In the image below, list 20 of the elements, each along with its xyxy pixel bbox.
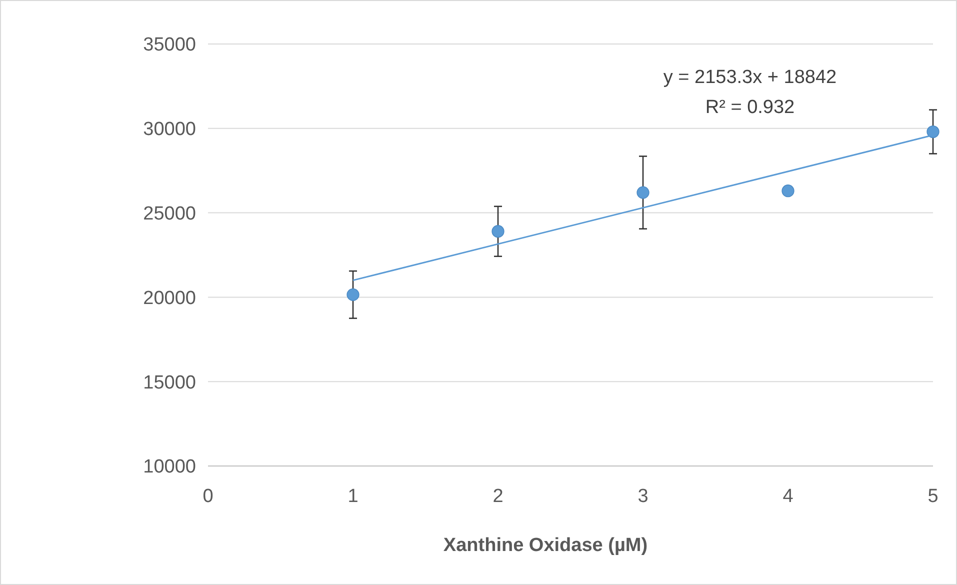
y-tick-label: 20000 bbox=[143, 288, 196, 309]
y-tick-label: 35000 bbox=[143, 34, 196, 56]
point bbox=[492, 225, 504, 238]
point bbox=[782, 184, 794, 198]
x-tick-label: 4 bbox=[782, 486, 794, 507]
y-tick-label: 10000 bbox=[143, 456, 196, 478]
point bbox=[636, 186, 650, 199]
y-tick-label: 25000 bbox=[143, 203, 196, 224]
annotation: y = 2153.3x + 18842 bbox=[663, 67, 837, 88]
annotation: R² = 0.932 bbox=[705, 97, 795, 118]
x-tick-label: 0 bbox=[202, 486, 214, 507]
x-tick-label: 5 bbox=[928, 486, 938, 507]
point bbox=[926, 125, 940, 138]
point bbox=[346, 288, 360, 301]
x-axis-title: Xanthine Oxidase (µM) bbox=[443, 535, 648, 556]
y-tick-label: 15000 bbox=[143, 372, 196, 394]
y-tick-label: 30000 bbox=[143, 119, 196, 140]
x-tick-label: 2 bbox=[492, 486, 504, 507]
x-tick-label: 3 bbox=[638, 486, 648, 507]
x-tick-label: 1 bbox=[348, 486, 358, 507]
